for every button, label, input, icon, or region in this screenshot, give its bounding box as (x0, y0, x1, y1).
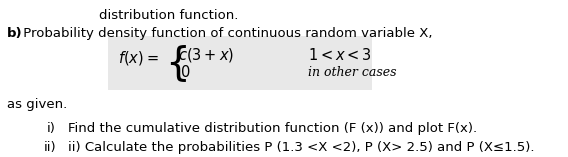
Text: ii) Calculate the probabilities P (1.3 <X <2), P (X> 2.5) and P (X≤1.5).: ii) Calculate the probabilities P (1.3 <… (68, 141, 534, 154)
Text: as given.: as given. (7, 98, 67, 111)
Text: {: { (165, 44, 190, 82)
Text: $0$: $0$ (180, 64, 190, 80)
Text: $f(x) =$: $f(x) =$ (118, 49, 159, 67)
Text: $c(3+x)$: $c(3+x)$ (178, 46, 234, 64)
Text: b): b) (7, 27, 22, 40)
Text: Find the cumulative distribution function (F (x)) and plot F(x).: Find the cumulative distribution functio… (68, 122, 477, 135)
Text: i): i) (47, 122, 55, 135)
FancyBboxPatch shape (108, 36, 371, 90)
Text: $1 < x < 3$: $1 < x < 3$ (308, 47, 372, 63)
Text: Probability density function of continuous random variable X,: Probability density function of continuo… (19, 27, 432, 40)
Text: ii): ii) (44, 141, 57, 154)
Text: distribution function.: distribution function. (99, 9, 239, 22)
Text: in other cases: in other cases (308, 66, 397, 79)
